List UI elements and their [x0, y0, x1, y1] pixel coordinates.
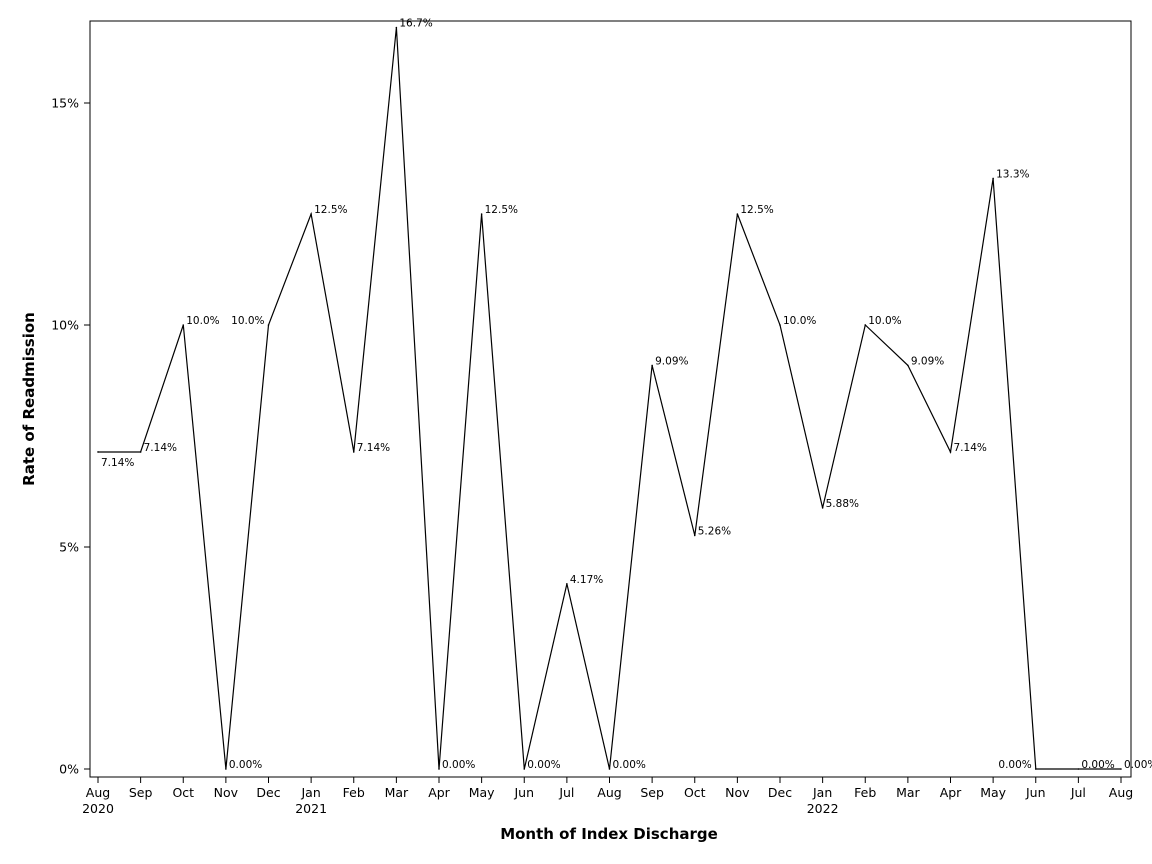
x-tick-label: Feb: [854, 785, 876, 800]
y-tick-label: 15%: [51, 96, 79, 111]
x-tick-label: Sep: [640, 785, 664, 800]
x-tick-label: Jun: [1025, 785, 1046, 800]
x-tick-label: Jan: [300, 785, 320, 800]
x-tick-label: Aug: [1109, 785, 1133, 800]
data-point: [992, 177, 994, 180]
x-tick-label: Nov: [725, 785, 750, 800]
data-point: [438, 768, 440, 770]
x-year-label: 2021: [295, 801, 327, 816]
data-point: [395, 26, 398, 29]
x-tick-label: Sep: [129, 785, 153, 800]
x-tick-label: Dec: [768, 785, 792, 800]
data-label: 12.5%: [485, 204, 518, 216]
x-tick-label: Oct: [172, 785, 194, 800]
data-point: [693, 534, 696, 537]
data-point: [566, 583, 568, 585]
data-label: 5.88%: [826, 498, 859, 510]
x-tick-label: Dec: [256, 785, 280, 800]
x-tick-label: Apr: [940, 785, 962, 800]
data-label: 7.14%: [101, 457, 134, 469]
x-tick-label: Jun: [513, 785, 534, 800]
data-point: [267, 324, 270, 326]
data-point: [523, 768, 526, 770]
data-label: 7.14%: [144, 442, 177, 454]
data-point: [736, 213, 739, 215]
x-year-label: 2020: [82, 801, 114, 816]
data-point: [310, 213, 312, 215]
series-line: [98, 27, 1121, 770]
x-tick-label: Jan: [812, 785, 832, 800]
data-point: [1120, 768, 1122, 770]
data-label: 13.3%: [996, 168, 1029, 180]
x-tick-label: Oct: [684, 785, 706, 800]
y-tick-label: 10%: [51, 318, 79, 333]
data-point: [821, 507, 824, 509]
data-label: 0.00%: [442, 759, 475, 771]
data-label: 10.0%: [783, 315, 816, 327]
data-label: 12.5%: [740, 204, 773, 216]
x-tick-label: Feb: [343, 785, 365, 800]
data-label: 0.00%: [229, 759, 262, 771]
x-tick-label: Jul: [558, 785, 574, 800]
data-label: 10.0%: [868, 315, 901, 327]
data-point: [480, 213, 483, 215]
data-label: 10.0%: [186, 315, 219, 327]
data-point: [651, 364, 653, 367]
data-point: [608, 768, 611, 770]
data-label-layer: 7.14% 7.14% 10.0% 0.00% 10.0% 12.5% 7.14% 16.7%…: [101, 18, 1152, 771]
data-label: 7.14%: [954, 442, 987, 454]
data-label: 5.26%: [698, 525, 731, 537]
y-axis-title: Rate of Readmission: [20, 312, 38, 486]
data-label: 0.00%: [1124, 759, 1152, 771]
x-tick-label: Nov: [214, 785, 239, 800]
x-tick-label: Apr: [428, 785, 450, 800]
data-label: 9.09%: [655, 355, 688, 367]
data-point: [949, 451, 952, 453]
data-label: 4.17%: [570, 574, 603, 586]
data-label: 7.14%: [357, 442, 390, 454]
data-point: [182, 324, 185, 326]
x-tick-label: Aug: [86, 785, 110, 800]
x-tick-label: Mar: [896, 785, 920, 800]
data-label: 0.00%: [613, 759, 646, 771]
x-tick-label: Mar: [385, 785, 409, 800]
data-point: [907, 364, 909, 367]
x-tick-label: May: [469, 785, 495, 800]
x-year-label: 2022: [807, 801, 839, 816]
y-tick-label: 5%: [59, 540, 79, 555]
series-layer: [97, 26, 1122, 770]
data-point: [139, 451, 142, 453]
data-point: [1077, 768, 1080, 770]
x-axis: Aug Sep Oct Nov Dec Jan Feb Mar Apr May Jun Jul Aug S…: [82, 777, 1133, 816]
x-tick-label: May: [980, 785, 1006, 800]
data-point: [864, 324, 867, 326]
x-tick-label: Jul: [1070, 785, 1086, 800]
x-axis-title: Month of Index Discharge: [500, 825, 718, 843]
x-tick-label: Aug: [597, 785, 621, 800]
data-label: 16.7%: [399, 18, 432, 30]
data-label: 10.0%: [231, 315, 264, 327]
data-point: [97, 451, 99, 453]
y-tick-label: 0%: [59, 762, 79, 777]
data-label: 12.5%: [314, 204, 347, 216]
data-point: [352, 451, 355, 453]
y-axis: 0% 5% 10% 15%: [51, 96, 90, 777]
data-label: 0.00%: [998, 759, 1031, 771]
data-point: [1034, 768, 1037, 770]
data-point: [779, 324, 781, 326]
data-label: 0.00%: [1081, 759, 1114, 771]
data-label: 9.09%: [911, 355, 944, 367]
plot-frame: [89, 20, 1132, 778]
data-point: [225, 768, 227, 770]
data-label: 0.00%: [527, 759, 560, 771]
